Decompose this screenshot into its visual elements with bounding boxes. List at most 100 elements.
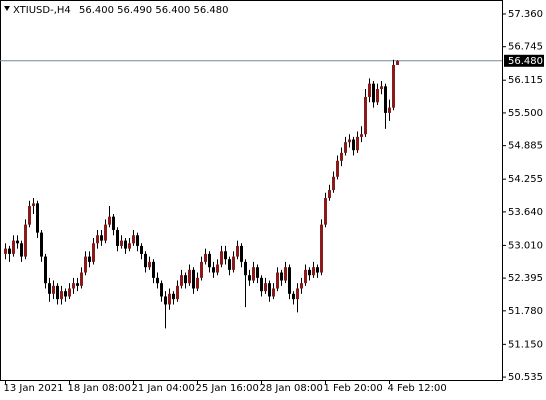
- candle-body: [16, 240, 19, 244]
- candle-body: [4, 248, 7, 254]
- plot-frame: [0, 0, 503, 381]
- candle-body: [52, 285, 55, 294]
- price-label: 56.480: [508, 56, 543, 67]
- candle-body: [240, 245, 243, 262]
- candle-body: [256, 267, 259, 278]
- candle-body: [124, 240, 127, 249]
- candle-body: [136, 235, 139, 246]
- candle-body: [148, 261, 151, 268]
- price-label-box: [504, 54, 544, 67]
- candle-body: [104, 224, 107, 241]
- x-tick-label: 4 Feb 12:00: [388, 383, 447, 394]
- candle-body: [288, 267, 291, 294]
- y-tick-label: 54.885: [508, 141, 543, 152]
- candle-body: [364, 96, 367, 135]
- candle-body: [276, 272, 279, 289]
- candle-body: [184, 275, 187, 284]
- candle-body: [112, 216, 115, 230]
- y-tick-label: 56.745: [508, 42, 543, 53]
- candle-body: [76, 283, 79, 286]
- candle-body: [300, 283, 303, 289]
- candle-body: [100, 235, 103, 241]
- x-tick-label: 13 Jan 2021: [4, 383, 64, 394]
- y-tick-label: 50.535: [508, 372, 543, 383]
- candle-body: [60, 291, 63, 300]
- candle-body: [156, 277, 159, 284]
- candle-body: [304, 269, 307, 284]
- candle-body: [36, 203, 39, 233]
- candle-body: [340, 152, 343, 161]
- candle-body: [324, 198, 327, 225]
- candle-body: [252, 267, 255, 281]
- candle-body: [12, 240, 15, 254]
- candle-body: [144, 253, 147, 268]
- candle-body: [224, 251, 227, 260]
- candle-body: [204, 253, 207, 262]
- candle-body: [380, 86, 383, 89]
- candle-body: [196, 277, 199, 289]
- candle-body: [56, 285, 59, 300]
- candle-body: [220, 251, 223, 265]
- candle-body: [368, 83, 371, 97]
- candle-body: [192, 269, 195, 289]
- candle-body: [120, 240, 123, 246]
- candle-body: [296, 288, 299, 300]
- candle-body: [356, 136, 359, 151]
- candle-body: [260, 277, 263, 292]
- y-tick-label: 51.150: [508, 339, 543, 350]
- candle-body: [64, 291, 67, 297]
- candle-body: [264, 283, 267, 292]
- candle-body: [232, 256, 235, 270]
- candle-body: [96, 235, 99, 244]
- candle-body: [28, 206, 31, 225]
- candle-body: [344, 142, 347, 153]
- ohlc-info: 56.400 56.490 56.400 56.480: [79, 5, 229, 16]
- candle-body: [24, 224, 27, 257]
- x-tick-label: 28 Jan 08:00: [260, 383, 323, 394]
- candle-body: [320, 224, 323, 273]
- candle-body: [308, 269, 311, 276]
- candle-body: [376, 88, 379, 103]
- candle-body: [92, 243, 95, 262]
- candle-body: [328, 190, 331, 199]
- candle-body: [316, 267, 319, 273]
- candle-body: [228, 259, 231, 270]
- y-tick-label: 56.115: [508, 75, 543, 86]
- candle-body: [84, 256, 87, 273]
- candle-body: [88, 256, 91, 262]
- candle-body: [140, 245, 143, 254]
- candle-body: [32, 203, 35, 207]
- candle-body: [48, 283, 51, 294]
- candle-body: [280, 272, 283, 281]
- candle-body: [212, 267, 215, 273]
- candle-body: [20, 243, 23, 257]
- candle-body: [8, 248, 11, 254]
- x-tick-label: 25 Jan 16:00: [196, 383, 259, 394]
- candle-body: [44, 256, 47, 284]
- candle-body: [40, 232, 43, 257]
- y-tick-label: 53.010: [508, 240, 543, 251]
- y-tick-label: 57.360: [508, 9, 543, 20]
- candle-body: [72, 283, 75, 289]
- candle-body: [348, 139, 351, 143]
- candle-body: [188, 269, 191, 284]
- candle-body: [68, 288, 71, 297]
- candle-body: [352, 139, 355, 151]
- candle-body: [180, 275, 183, 286]
- candle-body: [168, 293, 171, 305]
- candle-body: [272, 288, 275, 297]
- candle-body: [332, 176, 335, 191]
- candle-body: [208, 253, 211, 268]
- candle-body: [312, 267, 315, 276]
- candle-body: [176, 285, 179, 300]
- y-tick-label: 52.395: [508, 273, 543, 284]
- candle-body: [292, 293, 295, 300]
- chart-title: XTIUSD-,H4: [13, 5, 71, 16]
- candle-body: [384, 86, 387, 113]
- x-tick-label: 21 Jan 04:00: [132, 383, 195, 394]
- candle-body: [152, 261, 155, 278]
- menu-triangle[interactable]: [4, 6, 10, 11]
- candle-body: [248, 275, 251, 281]
